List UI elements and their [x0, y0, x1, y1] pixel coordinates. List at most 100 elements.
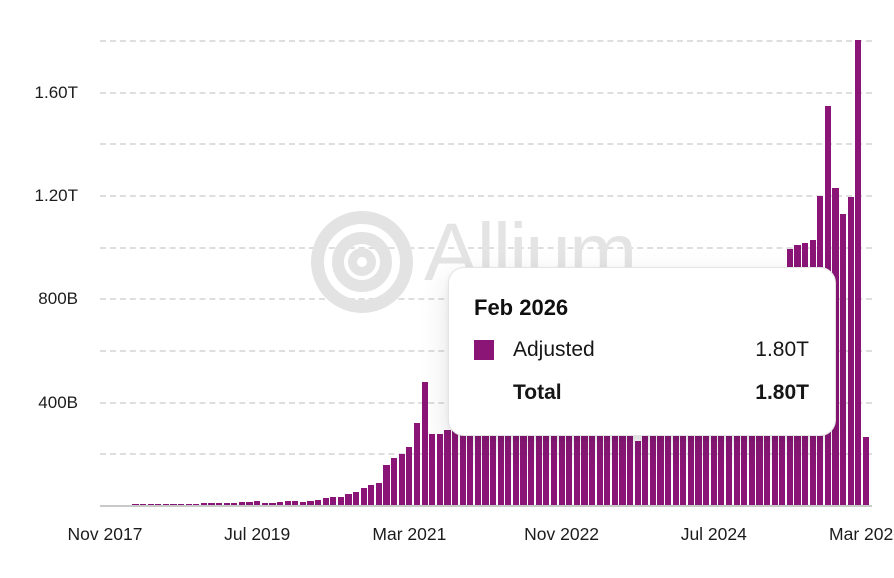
gridline: [100, 246, 872, 249]
bar[interactable]: [444, 429, 451, 506]
bar[interactable]: [581, 392, 588, 506]
bar[interactable]: [398, 454, 405, 506]
bar[interactable]: [231, 502, 238, 506]
tooltip: Feb 2026 Adjusted 1.80T Total 1.80T: [448, 267, 836, 436]
bar[interactable]: [216, 503, 223, 506]
bar[interactable]: [535, 389, 542, 506]
tooltip-title: Feb 2026: [474, 295, 569, 320]
bar[interactable]: [353, 492, 360, 506]
gridline: [100, 143, 872, 146]
bar[interactable]: [703, 392, 710, 506]
bar[interactable]: [619, 428, 626, 506]
total-label: Total: [513, 381, 562, 404]
bar[interactable]: [185, 503, 192, 506]
bar[interactable]: [421, 382, 428, 506]
series-value: 1.80T: [755, 338, 809, 361]
bar[interactable]: [626, 433, 634, 506]
x-tick-label: Nov 2017: [67, 524, 143, 544]
tooltip-adjusted-row: Adjusted 1.80T: [474, 338, 809, 362]
bar[interactable]: [391, 458, 398, 506]
bar[interactable]: [383, 464, 390, 506]
bar[interactable]: [710, 384, 717, 506]
bar[interactable]: [406, 446, 413, 506]
x-tick-label: Nov 2022: [524, 524, 600, 544]
bar[interactable]: [596, 407, 603, 506]
bar[interactable]: [413, 423, 421, 506]
bar[interactable]: [337, 496, 344, 506]
gridline: [100, 195, 872, 198]
bar[interactable]: [375, 483, 383, 506]
bar[interactable]: [208, 503, 215, 506]
bar[interactable]: [314, 500, 322, 506]
bar[interactable]: [200, 503, 208, 506]
bar[interactable]: [307, 501, 314, 506]
bar[interactable]: [718, 376, 725, 506]
bar[interactable]: [642, 431, 649, 506]
bar[interactable]: [360, 487, 367, 506]
x-tick-label: Jul 2024: [680, 524, 747, 544]
y-tick-label: 1.60T: [34, 82, 78, 102]
bar[interactable]: [490, 382, 497, 506]
bar[interactable]: [482, 366, 489, 506]
bar[interactable]: [246, 501, 253, 506]
y-tick-label: 1.20T: [34, 186, 78, 206]
bar[interactable]: [178, 503, 185, 506]
bar[interactable]: [634, 441, 641, 506]
concentric-ring-middle: [332, 232, 392, 292]
bar[interactable]: [649, 420, 656, 506]
bar[interactable]: [528, 382, 535, 506]
bar[interactable]: [429, 433, 436, 506]
bar[interactable]: [657, 413, 664, 506]
bar[interactable]: [269, 502, 276, 506]
series-swatch: [474, 340, 494, 360]
bar[interactable]: [695, 387, 702, 506]
bar[interactable]: [497, 371, 504, 506]
bar[interactable]: [543, 384, 550, 506]
concentric-ring-inner: [348, 248, 376, 276]
bar[interactable]: [368, 485, 375, 506]
bar[interactable]: [436, 433, 443, 506]
bar[interactable]: [467, 371, 474, 506]
series-label: Adjusted: [513, 338, 595, 361]
bar[interactable]: [276, 502, 284, 506]
bar[interactable]: [223, 503, 230, 506]
bar[interactable]: [330, 496, 337, 506]
bar[interactable]: [322, 497, 329, 506]
bar[interactable]: [611, 423, 618, 506]
bar[interactable]: [451, 415, 459, 506]
y-tick-label: 800B: [38, 289, 78, 309]
bar[interactable]: [573, 402, 580, 506]
bar[interactable]: [284, 501, 291, 506]
bar[interactable]: [299, 501, 306, 506]
x-tick-label: Mar 2021: [372, 524, 447, 544]
bar[interactable]: [604, 418, 611, 506]
bar[interactable]: [566, 394, 573, 506]
x-axis-line: [100, 505, 872, 507]
bar[interactable]: [680, 376, 687, 506]
bar[interactable]: [261, 502, 268, 506]
total-value: 1.80T: [755, 381, 809, 404]
x-tick-label: Jul 2019: [224, 524, 291, 544]
bar[interactable]: [550, 371, 558, 506]
bar[interactable]: [238, 502, 246, 506]
bar[interactable]: [254, 501, 261, 506]
bar[interactable]: [847, 197, 854, 506]
bar[interactable]: [665, 402, 672, 506]
bar[interactable]: [459, 397, 466, 506]
bar[interactable]: [672, 394, 679, 506]
bar[interactable]: [725, 371, 733, 506]
x-tick-label: Mar 2026: [829, 524, 894, 544]
tooltip-total-row: Total 1.80T: [474, 381, 809, 405]
bar[interactable]: [193, 503, 200, 506]
gridline: [100, 40, 872, 43]
bar[interactable]: [687, 382, 695, 506]
bar[interactable]: [345, 494, 352, 506]
gridline: [100, 91, 872, 94]
y-tick-label: 400B: [38, 392, 78, 412]
bar[interactable]: [292, 501, 299, 506]
bar[interactable]: [840, 214, 847, 506]
bar[interactable]: [855, 39, 862, 506]
bar[interactable]: [862, 437, 870, 506]
bar[interactable]: [588, 382, 596, 506]
